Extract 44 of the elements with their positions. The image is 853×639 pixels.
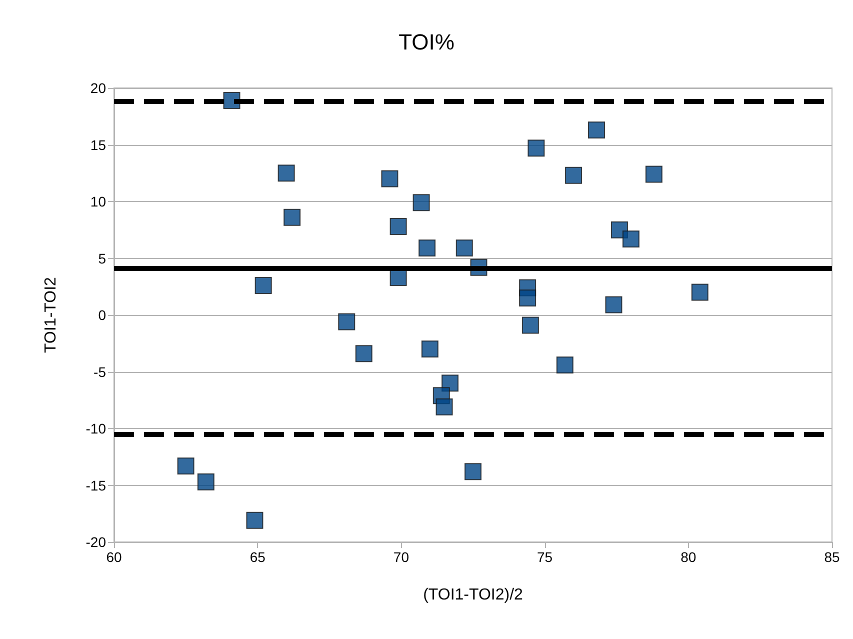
point: [588, 121, 605, 138]
point: [421, 340, 438, 358]
x-tick-label: 60: [106, 549, 122, 565]
point: [177, 457, 194, 474]
y-tick-label: 5: [98, 250, 106, 266]
point: [691, 284, 708, 301]
point: [436, 398, 453, 416]
y-tick-label: -20: [86, 534, 106, 550]
x-tick-label: 85: [824, 549, 840, 565]
point: [390, 218, 407, 235]
point: [412, 194, 430, 212]
point: [284, 208, 301, 226]
point: [381, 170, 398, 188]
point: [622, 230, 640, 248]
y-tick-label: 15: [90, 136, 106, 153]
point: [418, 240, 436, 257]
point: [565, 166, 582, 184]
point: [519, 289, 536, 306]
point: [246, 512, 264, 529]
y-axis-title: TOI1-TOI2: [42, 276, 60, 353]
point: [645, 166, 662, 183]
point: [355, 345, 372, 362]
point: [522, 316, 539, 334]
x-tick-label: 70: [393, 549, 410, 565]
point: [464, 463, 482, 480]
point: [456, 240, 473, 257]
y-tick-label: -10: [86, 420, 106, 436]
x-tick-label: 80: [680, 549, 696, 565]
x-tick-label: 65: [250, 549, 266, 565]
point: [528, 140, 545, 157]
point: [605, 296, 622, 314]
chart-title: TOI%: [398, 30, 454, 54]
x-tick-label: 75: [537, 549, 553, 565]
y-tick-label: 20: [90, 80, 106, 96]
point: [197, 473, 214, 490]
y-tick-label: 0: [98, 307, 106, 323]
point: [338, 313, 356, 330]
y-tick-label: -5: [94, 364, 106, 380]
point: [278, 164, 295, 182]
y-tick-label: -15: [86, 477, 106, 494]
y-tick-label: 10: [90, 194, 106, 210]
x-axis-title: (TOI1-TOI2)/2: [423, 586, 524, 604]
point: [556, 356, 574, 374]
point: [254, 276, 272, 294]
